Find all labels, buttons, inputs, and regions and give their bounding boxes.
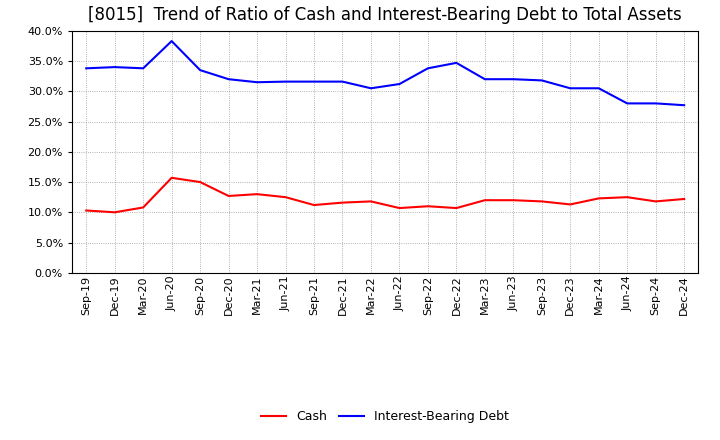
Interest-Bearing Debt bbox=[139, 66, 148, 71]
Interest-Bearing Debt bbox=[366, 86, 375, 91]
Cash bbox=[566, 202, 575, 207]
Line: Interest-Bearing Debt: Interest-Bearing Debt bbox=[86, 41, 684, 105]
Cash bbox=[395, 205, 404, 211]
Cash bbox=[310, 202, 318, 208]
Interest-Bearing Debt bbox=[537, 78, 546, 83]
Cash bbox=[423, 204, 432, 209]
Interest-Bearing Debt bbox=[566, 86, 575, 91]
Cash bbox=[110, 209, 119, 215]
Cash bbox=[225, 193, 233, 198]
Cash bbox=[282, 194, 290, 200]
Interest-Bearing Debt bbox=[196, 67, 204, 73]
Title: [8015]  Trend of Ratio of Cash and Interest-Bearing Debt to Total Assets: [8015] Trend of Ratio of Cash and Intere… bbox=[89, 6, 682, 24]
Cash bbox=[196, 180, 204, 185]
Cash bbox=[253, 191, 261, 197]
Interest-Bearing Debt bbox=[310, 79, 318, 84]
Interest-Bearing Debt bbox=[225, 77, 233, 82]
Cash bbox=[167, 175, 176, 180]
Interest-Bearing Debt bbox=[680, 103, 688, 108]
Cash bbox=[366, 199, 375, 204]
Interest-Bearing Debt bbox=[452, 60, 461, 66]
Legend: Cash, Interest-Bearing Debt: Cash, Interest-Bearing Debt bbox=[256, 405, 514, 428]
Interest-Bearing Debt bbox=[282, 79, 290, 84]
Interest-Bearing Debt bbox=[338, 79, 347, 84]
Cash bbox=[82, 208, 91, 213]
Cash bbox=[452, 205, 461, 211]
Cash bbox=[623, 194, 631, 200]
Line: Cash: Cash bbox=[86, 178, 684, 212]
Interest-Bearing Debt bbox=[110, 64, 119, 70]
Interest-Bearing Debt bbox=[652, 101, 660, 106]
Interest-Bearing Debt bbox=[595, 86, 603, 91]
Interest-Bearing Debt bbox=[509, 77, 518, 82]
Cash bbox=[139, 205, 148, 210]
Cash bbox=[338, 200, 347, 205]
Interest-Bearing Debt bbox=[623, 101, 631, 106]
Cash bbox=[680, 196, 688, 202]
Interest-Bearing Debt bbox=[167, 38, 176, 44]
Cash bbox=[652, 199, 660, 204]
Interest-Bearing Debt bbox=[253, 80, 261, 85]
Interest-Bearing Debt bbox=[82, 66, 91, 71]
Cash bbox=[537, 199, 546, 204]
Cash bbox=[595, 196, 603, 201]
Cash bbox=[509, 198, 518, 203]
Cash bbox=[480, 198, 489, 203]
Interest-Bearing Debt bbox=[395, 81, 404, 87]
Interest-Bearing Debt bbox=[423, 66, 432, 71]
Interest-Bearing Debt bbox=[480, 77, 489, 82]
